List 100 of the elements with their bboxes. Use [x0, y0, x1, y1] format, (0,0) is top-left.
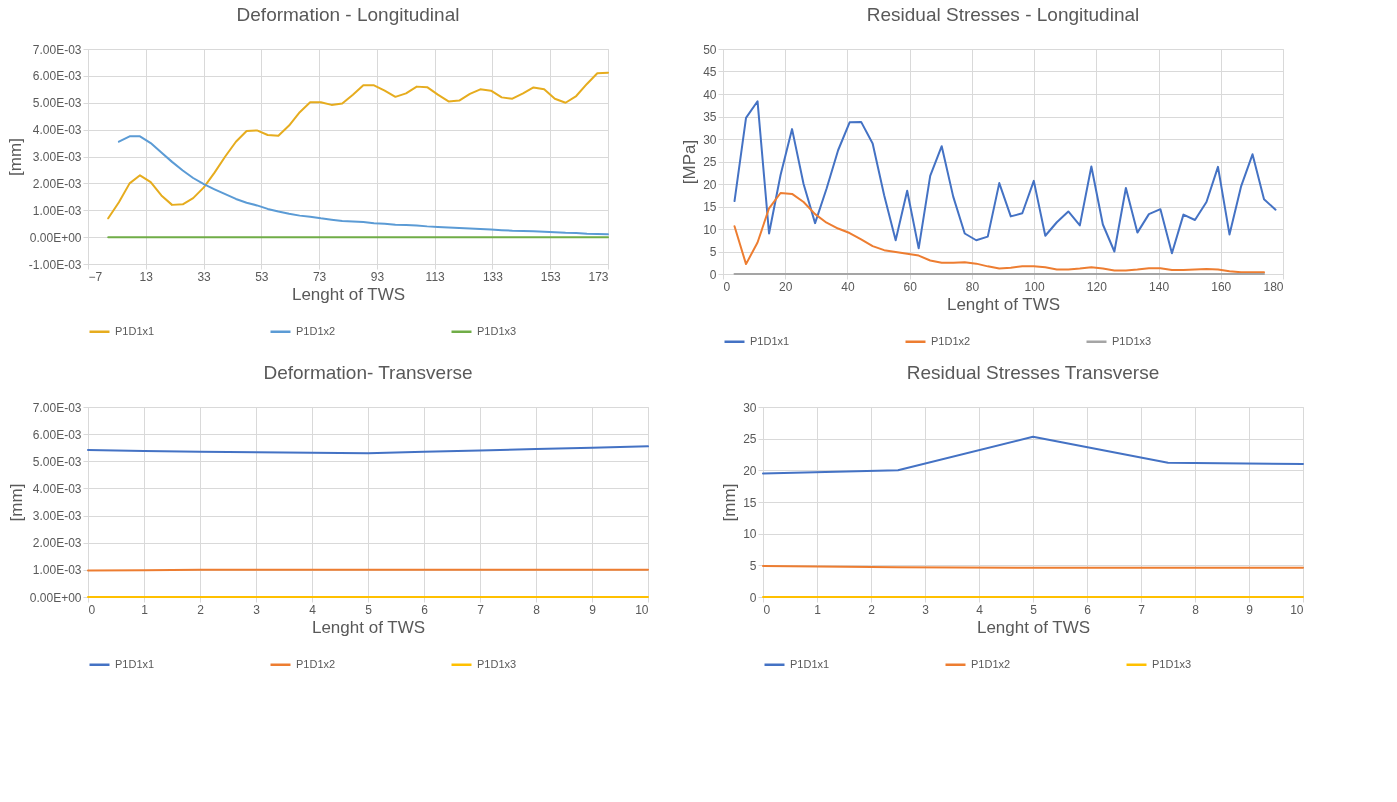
legend-label: P1D1x2 — [971, 657, 1011, 670]
x-tick-label: 3 — [922, 602, 930, 617]
legend-label: P1D1x3 — [1152, 657, 1192, 670]
y-tick-label: 5.00E-03 — [32, 96, 82, 111]
y-tick-label: 5 — [709, 245, 717, 259]
y-axis-title: [mm] — [6, 483, 26, 522]
x-tick-label: 4 — [976, 602, 984, 617]
x-tick-label: 1 — [814, 602, 822, 617]
x-axis-title: Lenght of TWS — [946, 294, 1061, 314]
y-tick-label: 50 — [703, 42, 717, 57]
x-tick-label: 0 — [723, 279, 731, 294]
legend-label: P1D1x3 — [1112, 334, 1152, 347]
x-tick-label: 0 — [763, 602, 771, 617]
y-tick-label: 2.00E-03 — [32, 536, 82, 551]
x-tick-label: 6 — [421, 602, 429, 617]
x-tick-label: 10 — [635, 602, 649, 617]
y-tick-label: 0.00E+00 — [29, 230, 82, 245]
y-axis-title: [MPa] — [680, 139, 700, 185]
legend-label: P1D1x2 — [296, 657, 336, 670]
y-tick-label: 10 — [703, 222, 717, 237]
line-series — [107, 71, 609, 220]
y-tick-label: 20 — [743, 463, 757, 478]
line-series — [762, 435, 1304, 475]
y-tick-label: 7.00E-03 — [32, 42, 82, 57]
x-tick-label: 9 — [589, 602, 597, 617]
y-tick-label: 0.00E+00 — [29, 590, 82, 605]
y-tick-label: 4.00E-03 — [32, 123, 82, 138]
line-series — [733, 192, 1266, 274]
x-tick-label: 40 — [841, 279, 855, 294]
x-tick-label: 180 — [1263, 279, 1284, 294]
x-tick-label: 9 — [1246, 602, 1254, 617]
x-tick-label: 2 — [868, 602, 876, 617]
x-tick-label: 13 — [139, 269, 154, 284]
x-tick-label: 160 — [1211, 279, 1232, 294]
y-tick-label: 6.00E-03 — [32, 427, 82, 442]
y-tick-label: 5 — [749, 558, 757, 573]
y-tick-label: 7.00E-03 — [32, 400, 82, 415]
x-tick-label: 120 — [1086, 279, 1108, 294]
x-tick-label: 4 — [309, 602, 317, 617]
y-tick-label: 1.00E-03 — [32, 203, 82, 218]
x-tick-label: 7 — [477, 602, 485, 617]
y-tick-label: 30 — [743, 400, 757, 415]
chart-title: Deformation- Transverse — [263, 362, 473, 383]
y-tick-label: 3.00E-03 — [32, 150, 82, 164]
x-tick-label: 153 — [540, 269, 562, 284]
y-tick-label: 25 — [703, 155, 717, 169]
y-tick-label: 5.00E-03 — [32, 454, 82, 469]
legend-label: P1D1x1 — [115, 657, 155, 670]
line-series — [733, 100, 1277, 255]
x-tick-label: 173 — [588, 269, 609, 284]
chart-title: Residual Stresses - Longitudinal — [866, 4, 1140, 25]
x-tick-label: 53 — [255, 269, 269, 284]
y-tick-label: 45 — [703, 65, 717, 79]
x-axis-title: Lenght of TWS — [976, 617, 1091, 637]
legend-label: P1D1x2 — [931, 334, 971, 347]
x-axis-title: Lenght of TWS — [291, 284, 406, 304]
x-tick-label: 93 — [370, 269, 385, 284]
y-tick-label: 2.00E-03 — [32, 176, 82, 191]
y-tick-label: 15 — [703, 200, 717, 214]
x-tick-label: −7 — [88, 269, 103, 284]
legend-label: P1D1x1 — [790, 657, 830, 670]
x-tick-label: 8 — [1192, 602, 1200, 617]
x-tick-label: 0 — [88, 602, 96, 617]
line-series — [117, 135, 609, 236]
x-tick-label: 2 — [197, 602, 205, 617]
y-tick-label: 10 — [743, 527, 757, 542]
x-tick-label: 33 — [197, 269, 212, 284]
legend-label: P1D1x3 — [477, 657, 517, 670]
y-axis-title: [mm] — [720, 483, 740, 522]
chart-title: Deformation - Longitudinal — [236, 4, 460, 25]
legend-label: P1D1x2 — [296, 324, 336, 337]
y-tick-label: 25 — [743, 432, 757, 447]
y-tick-label: 6.00E-03 — [32, 69, 82, 84]
x-tick-label: 5 — [365, 602, 373, 617]
x-tick-label: 80 — [965, 279, 980, 294]
y-tick-label: -1.00E-03 — [28, 257, 82, 272]
x-tick-label: 8 — [533, 602, 541, 617]
chart-title: Residual Stresses Transverse — [906, 362, 1160, 383]
x-tick-label: 6 — [1084, 602, 1092, 617]
y-tick-label: 40 — [703, 87, 717, 102]
legend-label: P1D1x1 — [750, 334, 790, 347]
legend-label: P1D1x3 — [477, 324, 517, 337]
x-tick-label: 60 — [903, 279, 918, 294]
x-axis-title: Lenght of TWS — [311, 617, 426, 637]
y-tick-label: 1.00E-03 — [32, 563, 82, 578]
x-tick-label: 113 — [425, 269, 446, 284]
legend-label: P1D1x1 — [115, 324, 155, 337]
x-tick-label: 3 — [253, 602, 261, 617]
line-series — [87, 445, 649, 455]
x-tick-label: 5 — [1030, 602, 1038, 617]
x-tick-label: 20 — [779, 279, 793, 294]
x-tick-label: 133 — [482, 269, 504, 284]
y-axis-title: [mm] — [5, 138, 25, 176]
x-tick-label: 10 — [1290, 602, 1304, 617]
y-tick-label: 20 — [703, 177, 717, 192]
y-tick-label: 4.00E-03 — [32, 481, 82, 496]
y-tick-label: 35 — [703, 110, 717, 124]
y-tick-label: 0 — [749, 590, 757, 605]
y-tick-label: 30 — [703, 132, 717, 147]
x-tick-label: 73 — [312, 269, 327, 284]
